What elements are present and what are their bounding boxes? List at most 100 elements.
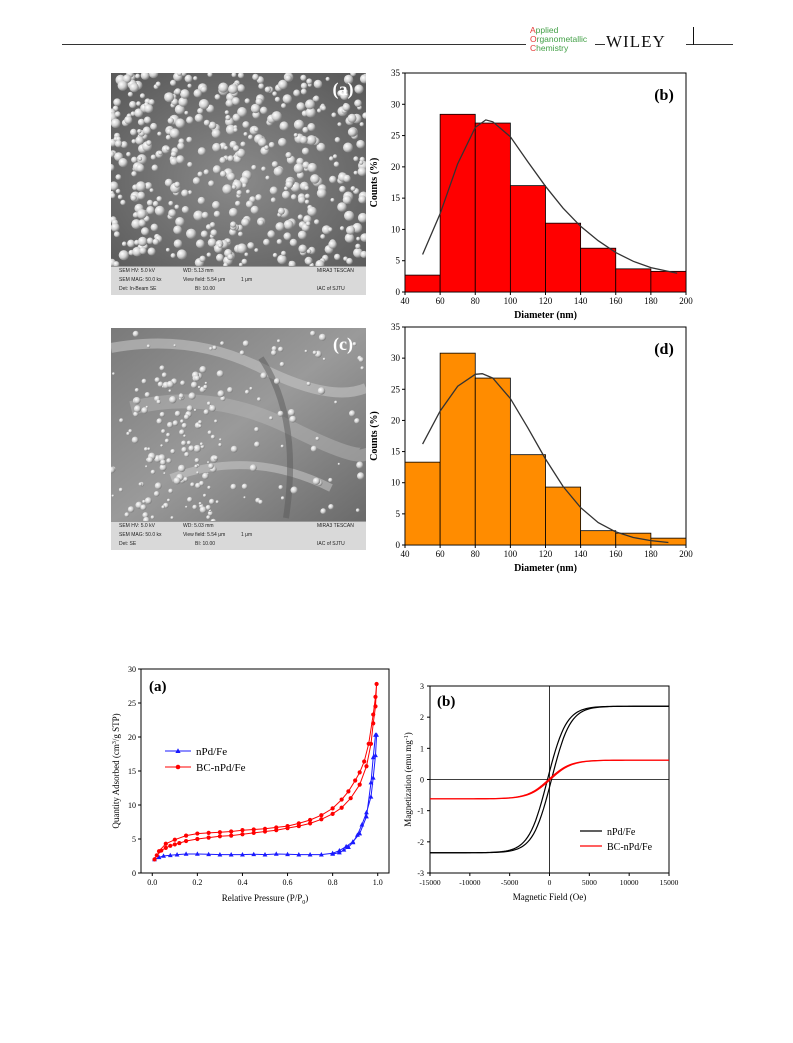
data-point: [183, 833, 189, 838]
sem-particle: [357, 167, 366, 177]
sem-particle: [146, 140, 152, 146]
y-tick-label: 5: [396, 509, 401, 519]
sem-particle: [165, 146, 170, 151]
sem-particle: [207, 73, 213, 77]
sem-particle: [273, 166, 284, 177]
data-point: [156, 854, 162, 860]
sem-particle: [317, 108, 322, 113]
data-point: [296, 821, 301, 826]
sem-particle: [139, 93, 146, 99]
sem-wd-c: WD: 5.03 mm: [183, 523, 214, 529]
y-axis-label: Counts (%): [369, 411, 380, 461]
sem-particle: [170, 516, 174, 520]
sem-particle: [203, 493, 207, 498]
sem-particle: [244, 252, 249, 257]
sem-particle: [209, 222, 216, 228]
sem-particle: [328, 240, 337, 249]
sem-particle: [124, 115, 133, 125]
sem-particle: [225, 114, 231, 121]
sem-particle: [118, 158, 128, 168]
sem-particle: [320, 234, 326, 240]
sem-particle: [358, 195, 366, 204]
sem-particle: [159, 411, 165, 418]
sem-particle: [138, 219, 146, 227]
sem-particle: [164, 92, 175, 103]
sem-brand-c: MIRA3 TESCAN: [317, 523, 354, 529]
y-axis-label-sup: 3: [112, 741, 118, 744]
sem-particle: [237, 73, 245, 79]
histogram-bar: [474, 377, 511, 546]
data-point: [330, 851, 336, 856]
sem-particle: [306, 249, 312, 254]
sem-particle: [233, 145, 240, 152]
sem-particle: [230, 483, 237, 490]
data-point: [285, 851, 290, 857]
x-tick-label: 1.0: [373, 878, 383, 887]
sem-particle: [300, 88, 307, 95]
y-axis-label: Counts (%): [369, 158, 380, 208]
sem-particle: [329, 175, 337, 184]
sem-particle: [218, 443, 222, 447]
sem-hv-c: SEM HV: 5.0 kV: [119, 523, 155, 529]
data-point: [359, 822, 365, 827]
sem-particle: [174, 104, 185, 115]
sem-particle: [273, 378, 281, 385]
sem-particle: [238, 262, 243, 267]
sem-particle: [135, 136, 144, 145]
sem-particle: [194, 464, 198, 469]
sem-particle: [147, 447, 151, 451]
sem-particle: [210, 229, 218, 237]
sem-particle: [269, 186, 278, 195]
data-point: [330, 811, 335, 816]
sem-scale-c: 1 μm: [241, 532, 253, 538]
sem-particle: [111, 193, 116, 199]
x-tick-label: 60: [436, 549, 446, 559]
histogram-bar: [439, 113, 476, 293]
sem-particle: [184, 74, 193, 83]
data-point: [341, 847, 347, 852]
sem-particle: [355, 508, 360, 513]
y-tick-label: 30: [128, 665, 136, 674]
panel-label: (d): [654, 341, 674, 358]
sem-particle: [152, 238, 159, 245]
data-point: [319, 813, 324, 818]
x-axis-label: Magnetic Field (Oe): [513, 892, 586, 902]
sem-particle: [260, 372, 267, 379]
y-axis-label-main: Quantity Adsorbed (cm: [111, 744, 121, 829]
sem-particle: [257, 397, 261, 402]
sem-particle: [169, 128, 180, 139]
sem-particle: [321, 105, 327, 111]
sem-particle: [159, 464, 167, 471]
x-tick-label: 40: [401, 296, 411, 306]
sem-particle: [111, 181, 119, 191]
x-tick-label: 120: [539, 296, 553, 306]
histogram-bar: [545, 222, 582, 293]
journal-line-1: Applied: [530, 25, 559, 35]
data-point: [371, 721, 376, 726]
data-point: [368, 779, 374, 785]
sem-particle: [289, 415, 297, 423]
sem-particle: [138, 482, 143, 486]
sem-particle: [213, 455, 219, 461]
sem-image-a: (a) SEM HV: 5.0 kV WD: 5.13 mm MIRA3 TES…: [111, 73, 366, 295]
histogram-bar: [404, 461, 441, 546]
sem-particle: [242, 340, 249, 347]
sem-particle: [258, 499, 263, 505]
sem-particle: [216, 370, 224, 378]
sem-particle: [173, 225, 182, 235]
sem-particle: [168, 488, 174, 494]
sem-particle: [279, 361, 285, 367]
sem-particle: [193, 408, 197, 412]
sem-particle: [233, 127, 238, 133]
sem-particle: [138, 156, 143, 161]
sem-particle: [157, 381, 164, 388]
x-axis-label: Relative Pressure (P/P0): [222, 893, 309, 906]
y-tick-label: 30: [391, 353, 401, 363]
y-tick-label: 10: [391, 478, 401, 488]
sem-particle: [154, 205, 165, 216]
sem-particle: [207, 461, 210, 464]
sem-particle: [355, 243, 361, 249]
sem-particle: [129, 101, 137, 109]
sem-particle: [334, 253, 341, 261]
